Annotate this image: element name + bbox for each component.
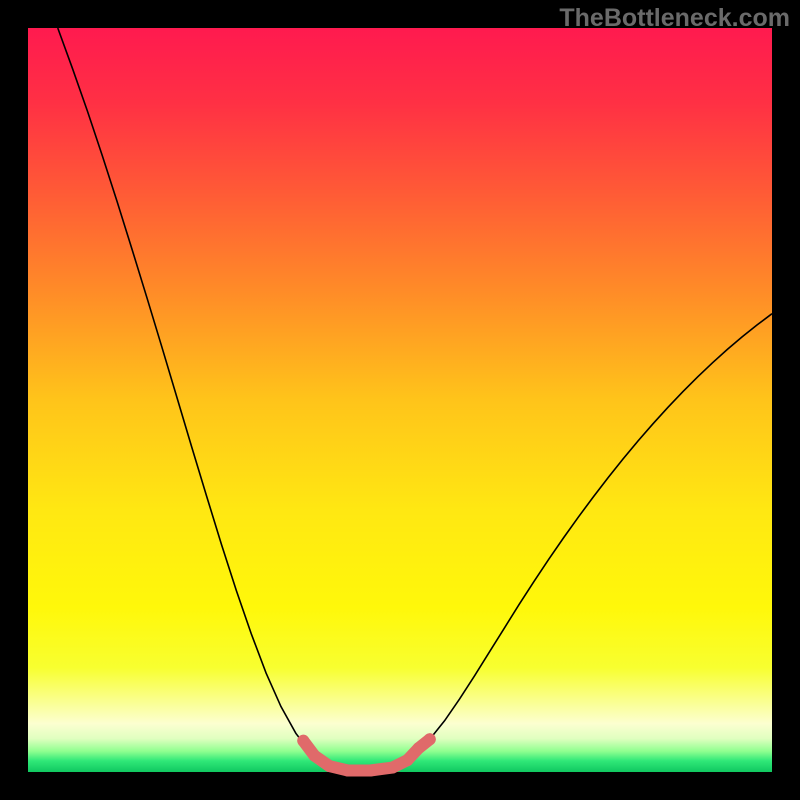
highlight-bead [364, 765, 376, 777]
chart-svg [0, 0, 800, 800]
plot-background [28, 28, 772, 772]
highlight-bead [308, 750, 320, 762]
watermark-text: TheBottleneck.com [559, 4, 790, 33]
highlight-bead [413, 742, 425, 754]
highlight-bead [342, 765, 354, 777]
highlight-bead [387, 762, 399, 774]
highlight-bead [297, 735, 309, 747]
chart-canvas: TheBottleneck.com [0, 0, 800, 800]
highlight-bead [401, 754, 413, 766]
highlight-bead [323, 760, 335, 772]
highlight-bead [424, 733, 436, 745]
